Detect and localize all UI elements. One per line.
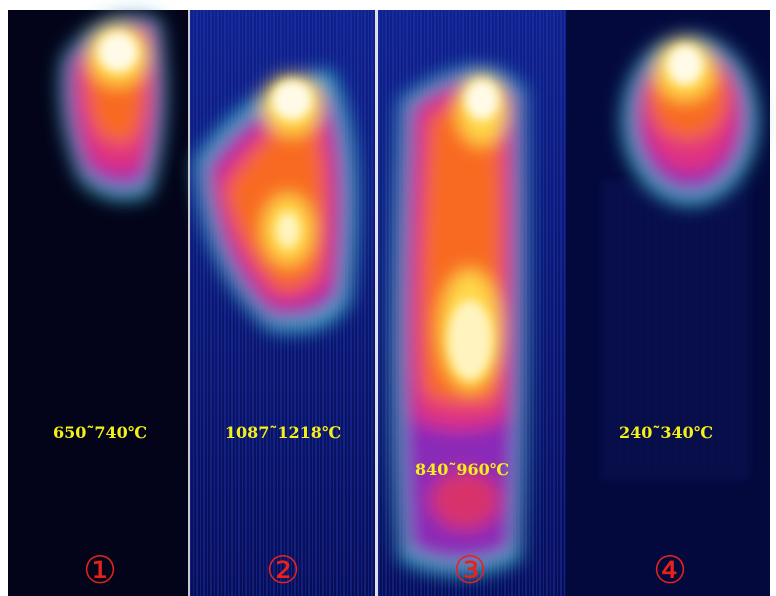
temperature-label: 240˜340℃ [619,423,713,442]
panel-1 [60,15,166,200]
panel-2 [190,10,376,596]
separator [375,10,378,596]
panel-4 [566,10,770,596]
separator [188,10,190,596]
panel-number: ④ [653,548,687,592]
temperature-label: 840˜960℃ [415,460,509,479]
panel-number: ① [83,548,117,592]
panel-number: ③ [453,548,487,592]
temperature-label: 650˜740℃ [53,423,147,442]
temperature-label: 1087˜1218℃ [225,423,341,442]
panel-3 [378,10,566,596]
panel-number: ② [266,548,300,592]
